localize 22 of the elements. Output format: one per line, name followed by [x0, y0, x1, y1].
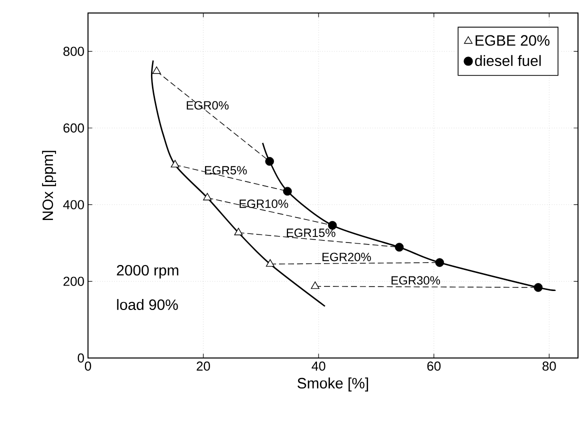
x-tick-label: 80	[542, 362, 556, 371]
legend-label: EGBE 20%	[476, 35, 550, 46]
x-axis-title: Smoke [%]	[298, 378, 368, 392]
y-tick-label: 200	[64, 276, 84, 286]
annotation: EGR20%	[322, 252, 371, 262]
annotation: EGR10%	[240, 200, 288, 208]
y-tick-label: 600	[64, 123, 84, 133]
annotation: EGR15%	[286, 228, 336, 238]
y-axis-title: NOx [ppm]	[42, 150, 56, 220]
y-tick-label: 800	[63, 46, 84, 56]
legend-label: diesel fuel	[475, 55, 541, 66]
x-tick-label: 0	[84, 362, 92, 371]
y-tick-label: 0	[78, 353, 84, 363]
x-tick-label: 20	[196, 362, 210, 371]
annotation: EGR30%	[392, 276, 440, 285]
y-tick-label: 400	[63, 200, 84, 210]
annotation: EGR5%	[205, 166, 247, 175]
x-tick-label: 60	[427, 362, 441, 371]
x-tick-label: 40	[312, 362, 326, 371]
annotation: EGR0%	[186, 101, 229, 110]
annotation: 2000 rpm	[116, 264, 178, 279]
annotation: load 90%	[117, 299, 178, 310]
